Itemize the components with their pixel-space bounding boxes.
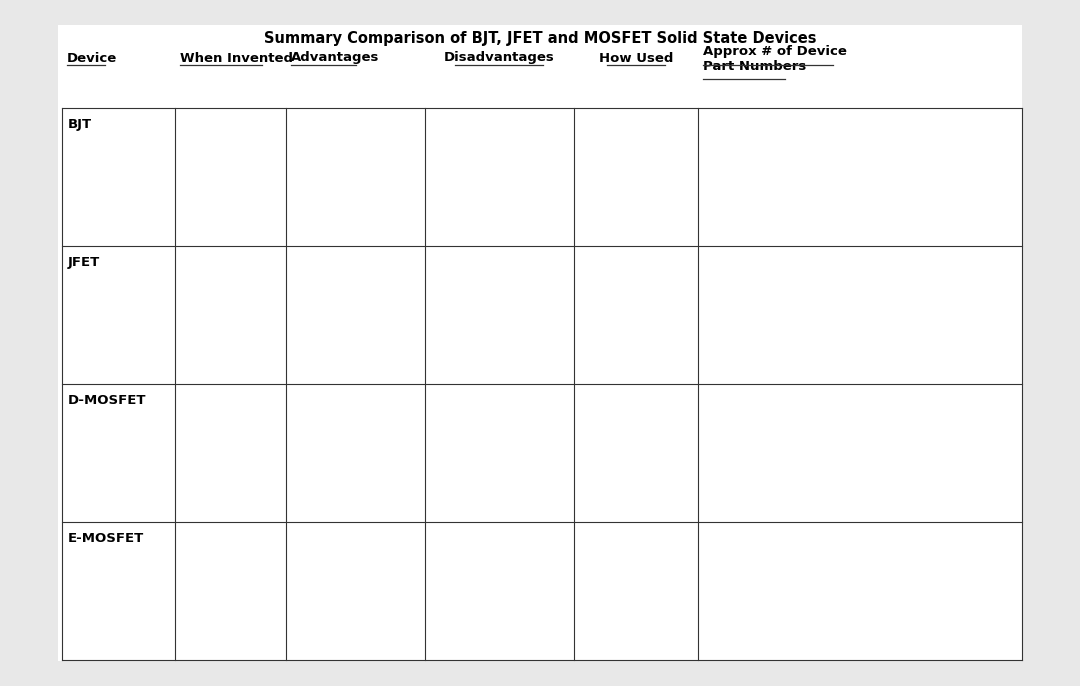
- Text: When Invented: When Invented: [180, 51, 294, 64]
- Text: Summary Comparison of BJT, JFET and MOSFET Solid State Devices: Summary Comparison of BJT, JFET and MOSF…: [264, 30, 816, 45]
- Text: Part Numbers: Part Numbers: [703, 60, 807, 73]
- Text: Disadvantages: Disadvantages: [444, 51, 555, 64]
- Text: BJT: BJT: [68, 118, 92, 131]
- Text: D-MOSFET: D-MOSFET: [68, 394, 147, 407]
- Text: Approx # of Device: Approx # of Device: [703, 45, 848, 58]
- Text: E-MOSFET: E-MOSFET: [68, 532, 145, 545]
- Text: Advantages: Advantages: [291, 51, 379, 64]
- Text: Device: Device: [67, 51, 118, 64]
- Bar: [58, 25, 1022, 661]
- Text: JFET: JFET: [68, 256, 100, 269]
- Text: How Used: How Used: [599, 51, 673, 64]
